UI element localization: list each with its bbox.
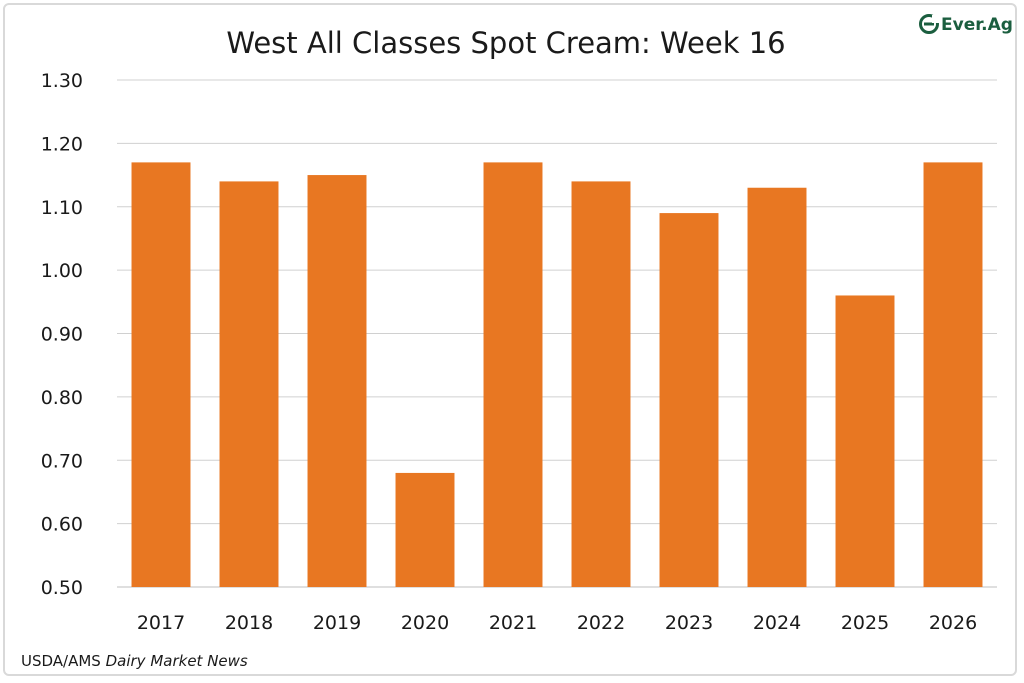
x-tick-label: 2022 xyxy=(577,612,625,634)
x-tick-label: 2019 xyxy=(313,612,361,634)
logo: Ever.Ag xyxy=(919,14,1013,35)
source-note: USDA/AMS Dairy Market News xyxy=(21,652,248,670)
x-tick-label: 2025 xyxy=(841,612,889,634)
x-tick-label: 2021 xyxy=(489,612,537,634)
y-tick-label: 1.10 xyxy=(41,197,83,219)
y-tick-label: 0.70 xyxy=(41,450,83,472)
source-prefix: USDA/AMS xyxy=(21,652,106,670)
x-tick-label: 2017 xyxy=(137,612,185,634)
y-axis-ticks: 0.50 0.60 0.70 0.80 0.90 1.00 1.10 1.20 1.30 xyxy=(41,70,83,599)
x-tick-label: 2023 xyxy=(665,612,713,634)
x-tick-label: 2020 xyxy=(401,612,449,634)
bar-2020 xyxy=(395,472,455,587)
bar-2026 xyxy=(923,162,983,587)
x-tick-label: 2024 xyxy=(753,612,801,634)
y-tick-label: 0.90 xyxy=(41,324,83,346)
logo-text: Ever.Ag xyxy=(941,15,1013,35)
source-italic: Dairy Market News xyxy=(106,652,248,670)
bar-2023 xyxy=(659,213,719,587)
x-tick-label: 2018 xyxy=(225,612,273,634)
y-tick-label: 1.20 xyxy=(41,133,83,155)
ever-ag-e-icon xyxy=(919,14,939,34)
bar-2025 xyxy=(835,295,895,587)
x-tick-label: 2026 xyxy=(929,612,977,634)
y-tick-label: 0.50 xyxy=(41,577,83,599)
bar-2019 xyxy=(307,175,367,587)
bar-2018 xyxy=(219,181,279,587)
y-tick-label: 0.60 xyxy=(41,514,83,536)
y-tick-label: 1.30 xyxy=(41,70,83,92)
bar-2017 xyxy=(131,162,191,587)
chart-title: West All Classes Spot Cream: Week 16 xyxy=(226,26,785,60)
bar-2024 xyxy=(747,187,807,588)
x-axis-ticks: 2017 2018 2019 2020 2021 2022 2023 2024 2025 2026 xyxy=(137,612,977,634)
bar-2021 xyxy=(483,162,543,587)
bar-2022 xyxy=(571,181,631,587)
y-tick-label: 1.00 xyxy=(41,260,83,282)
bars xyxy=(131,162,983,588)
y-tick-label: 0.80 xyxy=(41,387,83,409)
